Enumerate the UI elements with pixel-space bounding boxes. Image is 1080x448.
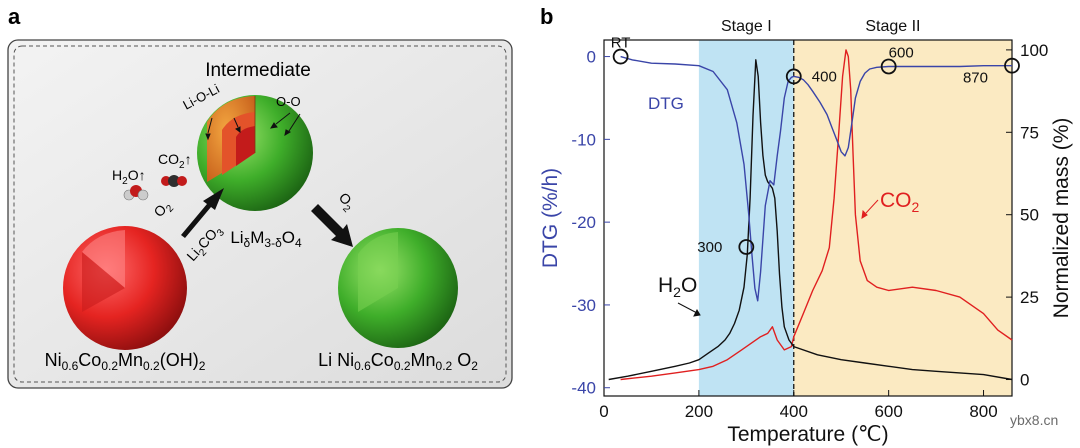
y-left-tick-label-2: -20: [571, 213, 596, 232]
x-axis-title: Temperature (℃): [727, 423, 888, 446]
precursor-formula: Ni0.6Co0.2Mn0.2(OH)2: [45, 350, 206, 373]
marker-label-300: 300: [697, 239, 722, 256]
marker-label-870: 870: [963, 70, 988, 87]
arrow-intermediate-to-product: [311, 204, 353, 247]
y-left-tick-label-1: -10: [571, 130, 596, 149]
x-tick-label-2: 400: [780, 402, 808, 421]
x-tick-label-3: 600: [874, 402, 902, 421]
co2-gas-label: CO2↑: [158, 151, 192, 171]
y-left-axis-title: DTG (%/h): [539, 168, 562, 268]
marker-circle-600: [880, 58, 897, 75]
y-left-tick-label-0: 0: [587, 48, 596, 67]
co2-label-arrow: [861, 199, 879, 219]
marker-circle-400: [785, 68, 802, 85]
arrow-precursor-to-intermediate: [181, 188, 224, 238]
marker-label-RT: RT: [611, 35, 631, 52]
precursor-sphere: [63, 226, 187, 350]
panel-a: a Intermediate: [7, 4, 513, 389]
intermediate-formula: LiδM3-δO4: [230, 228, 302, 250]
panel-a-dashed-frame: [13, 45, 507, 383]
x-tick-label-0: 0: [599, 402, 608, 421]
panel-b-label: b: [540, 4, 553, 29]
marker-circle-870: [1004, 57, 1020, 74]
marker-label-400: 400: [812, 68, 837, 85]
watermark: ybx8.cn: [1010, 412, 1058, 428]
panel-b: b Stage I Stage II 0 200 400 600 800 0 -10 -20 -3…: [539, 4, 1073, 446]
stage-label-2: Stage II: [865, 18, 920, 35]
y-right-tick-label-2: 50: [1020, 206, 1039, 225]
o-o-label: O-O: [276, 94, 301, 109]
stage-band-2: [793, 40, 1012, 396]
y-right-tick-label-0: 0: [1020, 371, 1029, 390]
chart-labels: DTG H2O CO2 ybx8.cn: [648, 94, 1058, 428]
panel-a-frame: [7, 39, 513, 389]
co2-series-label: CO2: [880, 189, 920, 215]
panel-a-label: a: [8, 4, 21, 29]
y-left-tick-label-3: -30: [571, 296, 596, 315]
stage-band-1: [698, 40, 794, 396]
y-right-tick-label-4: 100: [1020, 41, 1048, 60]
marker-label-600: 600: [889, 44, 914, 61]
shell-annotation-arrows: [205, 112, 301, 141]
co2-molecule-icon: [161, 175, 187, 187]
series-ho-line: [608, 59, 1013, 381]
water-molecule-icon: [123, 185, 149, 201]
marker-circle-300: [738, 239, 755, 255]
intermediate-title: Intermediate: [205, 60, 311, 81]
marker-circle-RT: [612, 48, 629, 65]
series-lines: [608, 49, 1013, 381]
stage-bands: Stage I Stage II: [698, 18, 1012, 396]
product-sphere: [338, 228, 458, 348]
y-right-tick-label-3: 75: [1020, 123, 1039, 142]
series-co-line: [620, 49, 1013, 381]
dtg-series-label: DTG: [648, 94, 684, 113]
product-formula: Li Ni0.6Co0.2Mn0.2 O2: [318, 350, 478, 373]
y-right-axis-title: Normalized mass (%): [1050, 118, 1073, 319]
stage-label-1: Stage I: [721, 18, 772, 35]
h2o-label-arrow: [677, 302, 701, 317]
h2o-series-label: H2O: [658, 274, 697, 300]
series-dtg-line: [620, 55, 1012, 302]
x-tick-label-4: 800: [969, 402, 997, 421]
y-left-tick-label-4: -40: [571, 379, 596, 398]
y-right-tick-label-1: 25: [1020, 288, 1039, 307]
h2o-gas-label: H2O↑: [112, 167, 146, 187]
x-tick-label-1: 200: [685, 402, 713, 421]
temperature-markers: RT 300 400 600 870: [611, 35, 1020, 256]
plot-frame: [603, 39, 1013, 397]
intermediate-sphere: [197, 95, 313, 211]
